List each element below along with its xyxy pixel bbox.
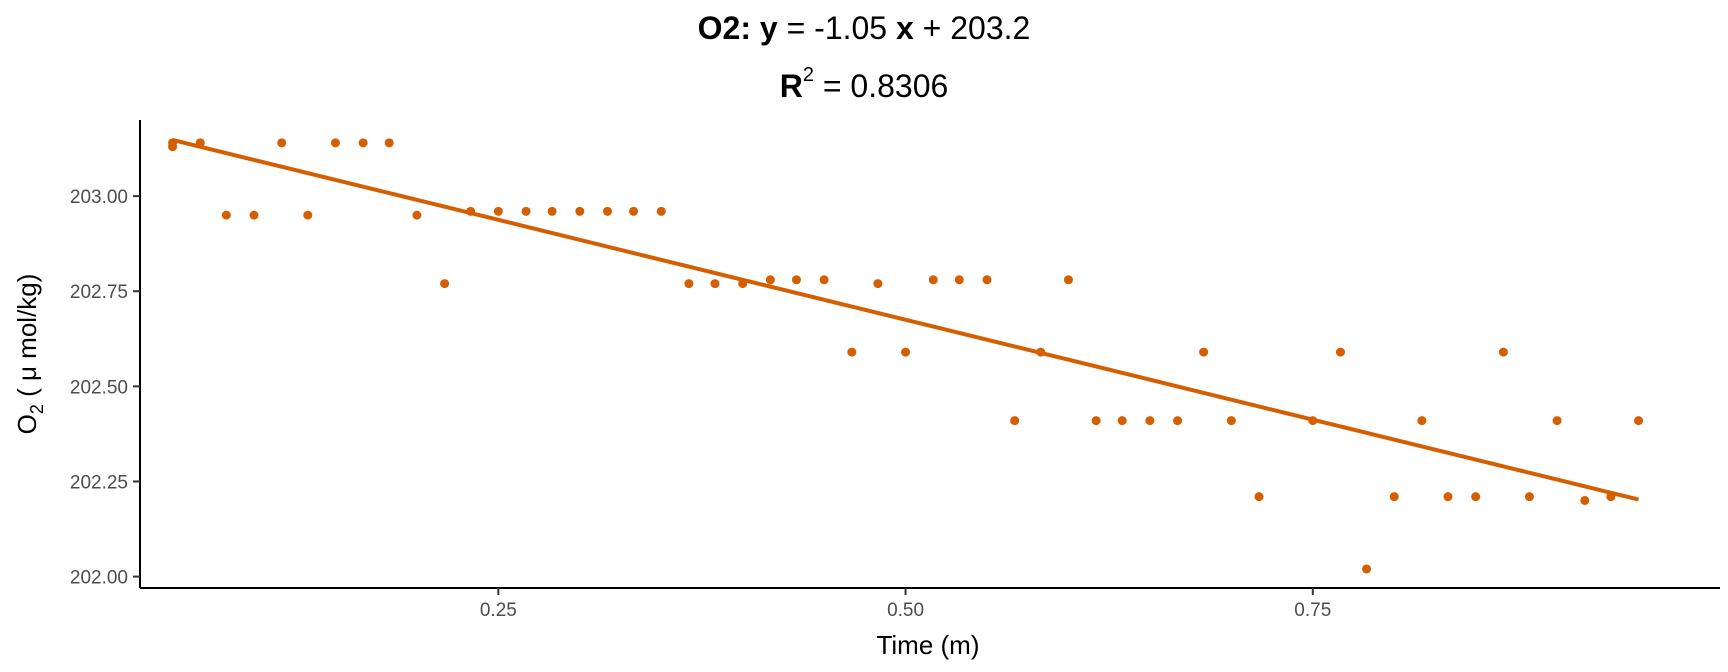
data-point <box>1417 416 1427 426</box>
data-point <box>277 138 287 148</box>
data-point <box>358 138 368 148</box>
data-point <box>1335 347 1345 357</box>
title-r-exponent: 2 <box>802 64 814 87</box>
data-point <box>1443 492 1453 502</box>
data-point <box>1145 416 1155 426</box>
y-tick-label: 202.75 <box>70 282 128 303</box>
data-point <box>982 275 992 285</box>
data-point <box>249 210 259 220</box>
data-point <box>1362 564 1372 574</box>
y-label-sub: 2 <box>27 404 47 414</box>
x-ticks: 0.25 0.50 0.75 <box>480 588 1331 621</box>
data-point <box>710 279 720 289</box>
title-series-label: O2: <box>697 10 751 46</box>
data-points <box>168 138 1644 574</box>
data-point <box>547 206 557 216</box>
x-tick-label: 0.50 <box>887 600 924 621</box>
data-point <box>1199 347 1209 357</box>
data-point <box>684 279 694 289</box>
data-point <box>791 275 801 285</box>
x-tick-label: 0.25 <box>480 600 517 621</box>
data-point <box>168 142 178 152</box>
data-point <box>440 279 450 289</box>
data-point <box>1498 347 1508 357</box>
title-y-symbol: y <box>759 10 778 46</box>
y-tick-label: 203.00 <box>70 187 128 208</box>
data-point <box>575 206 585 216</box>
title-slope: -1.05 <box>814 10 888 46</box>
data-point <box>1552 416 1562 426</box>
data-point <box>1254 492 1264 502</box>
y-tick-label: 202.00 <box>70 568 128 589</box>
data-point <box>1173 416 1183 426</box>
data-point <box>521 206 531 216</box>
data-point <box>412 210 422 220</box>
y-tick-label: 202.50 <box>70 377 128 398</box>
title-r2-equals: = <box>822 68 842 104</box>
data-point <box>1471 492 1481 502</box>
data-point <box>303 210 313 220</box>
title-x-symbol: x <box>895 10 914 46</box>
data-point <box>1010 416 1020 426</box>
chart-title-r2: R2 = 0.8306 <box>0 64 1728 105</box>
title-equals: = <box>786 10 806 46</box>
title-r2-value: 0.8306 <box>850 68 949 104</box>
data-point <box>928 275 938 285</box>
data-point <box>873 279 883 289</box>
data-point <box>1226 416 1236 426</box>
data-point <box>602 206 612 216</box>
data-point <box>765 275 775 285</box>
x-axis-label: Time (m) <box>876 630 979 660</box>
data-point <box>1580 495 1590 505</box>
regression-line <box>172 138 1640 502</box>
data-point <box>221 210 231 220</box>
y-label-main: O <box>12 414 42 434</box>
data-point <box>1091 416 1101 426</box>
y-ticks: 202.00 202.25 202.50 202.75 203.00 <box>70 187 140 589</box>
data-point <box>1524 492 1534 502</box>
data-point <box>629 206 639 216</box>
data-point <box>330 138 340 148</box>
data-point <box>901 347 911 357</box>
data-point <box>1389 492 1399 502</box>
data-point <box>493 206 503 216</box>
title-r-symbol: R <box>779 68 803 104</box>
y-label-unit: ( μ mol/kg) <box>12 274 42 405</box>
axes <box>139 120 1720 589</box>
title-plus: + <box>922 10 942 46</box>
data-point <box>384 138 394 148</box>
title-intercept: 203.2 <box>950 10 1031 46</box>
data-point <box>1063 275 1073 285</box>
data-point <box>819 275 829 285</box>
data-point <box>1117 416 1127 426</box>
data-point <box>847 347 857 357</box>
y-tick-label: 202.25 <box>70 472 128 493</box>
data-point <box>1634 416 1644 426</box>
y-axis-label: O2 ( μ mol/kg) <box>12 274 47 435</box>
chart-title-equation: O2: y = -1.05 x + 203.2 <box>0 10 1728 47</box>
data-point <box>656 206 666 216</box>
data-point <box>954 275 964 285</box>
x-tick-label: 0.75 <box>1294 600 1331 621</box>
